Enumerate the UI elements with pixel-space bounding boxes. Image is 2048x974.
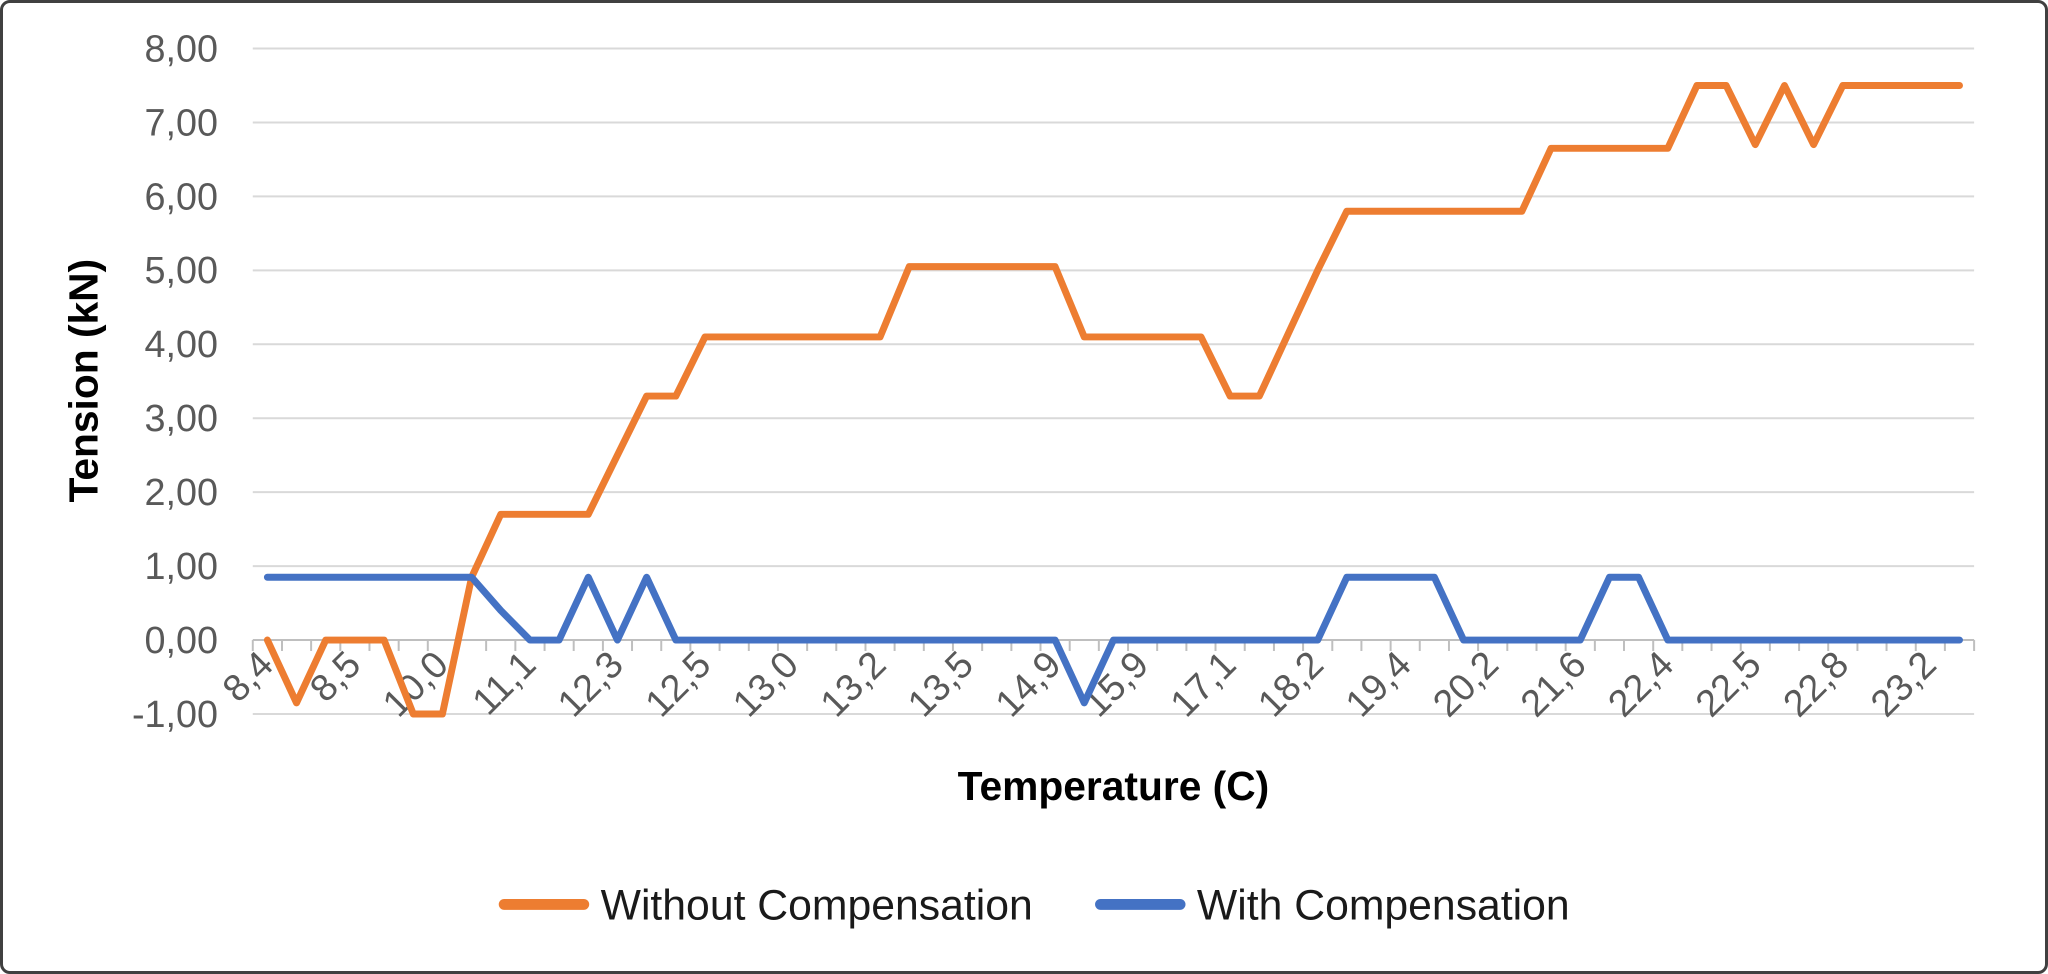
y-axis-tick-label: 6,00 — [145, 176, 218, 218]
series-lines — [263, 82, 1963, 718]
x-axis-tick-label: 13,2 — [813, 644, 895, 726]
y-axis-tick-label: 3,00 — [145, 398, 218, 440]
x-axis-tick-label: 12,5 — [638, 644, 720, 726]
x-axis-tick-label: 20,2 — [1425, 644, 1507, 726]
x-axis-tick-label: 22,8 — [1775, 644, 1857, 726]
x-axis-tick-label: 13,5 — [900, 644, 982, 726]
x-axis-tick-label: 19,4 — [1338, 644, 1420, 726]
y-axis-tick-label: 4,00 — [145, 324, 218, 366]
y-axis-tick-label: 2,00 — [145, 472, 218, 514]
y-axis-tick-label: 0,00 — [145, 620, 218, 662]
x-axis-tick-label: 22,5 — [1688, 644, 1770, 726]
y-axis-tick-label: 1,00 — [145, 546, 218, 588]
y-axis-tick-label: 7,00 — [145, 102, 218, 144]
x-axis-tick-label: 14,9 — [988, 644, 1070, 726]
y-axis-tick-label: 5,00 — [145, 250, 218, 292]
legend-label: With Compensation — [1197, 881, 1570, 929]
y-axis-title: Tension (kN) — [61, 259, 107, 503]
x-axis-tick-label: 22,4 — [1600, 644, 1682, 726]
legend-label: Without Compensation — [601, 881, 1033, 929]
legend-item: With Compensation — [1095, 881, 1570, 929]
x-axis-tick-label: 21,6 — [1513, 644, 1595, 726]
line-chart: 8,00 7,00 6,00 5,00 4,00 3,00 2,00 1,00 0,00 -1,0… — [61, 28, 1976, 929]
x-axis-tick-label: 12,3 — [550, 644, 632, 726]
x-axis-title: Temperature (C) — [958, 763, 1270, 809]
y-axis-tick-label: 8,00 — [145, 28, 218, 70]
x-axis-tick-label: 23,2 — [1863, 644, 1945, 726]
legend: Without Compensation With Compensation — [498, 881, 1570, 929]
x-axis-tick-label: 11,1 — [465, 644, 545, 724]
y-axis-tick-labels: 8,00 7,00 6,00 5,00 4,00 3,00 2,00 1,00 0,00 -1,0… — [132, 28, 218, 735]
legend-item: Without Compensation — [498, 881, 1033, 929]
series-line-with-compensation — [263, 573, 1963, 707]
gridlines — [252, 47, 1975, 715]
x-axis-tick-labels: 8,4 8,5 10,0 11,1 12,3 12,5 13,0 13,2 13,5 14,9 15… — [215, 644, 1945, 726]
y-axis-tick-label: -1,00 — [132, 694, 218, 736]
x-axis-tick-label: 13,0 — [725, 644, 807, 726]
x-axis-tick-label: 15,9 — [1075, 644, 1157, 726]
series-line-without-compensation — [263, 82, 1963, 718]
x-axis-tick-label: 17,1 — [1163, 644, 1245, 726]
x-axis-tick-label: 18,2 — [1250, 644, 1332, 726]
